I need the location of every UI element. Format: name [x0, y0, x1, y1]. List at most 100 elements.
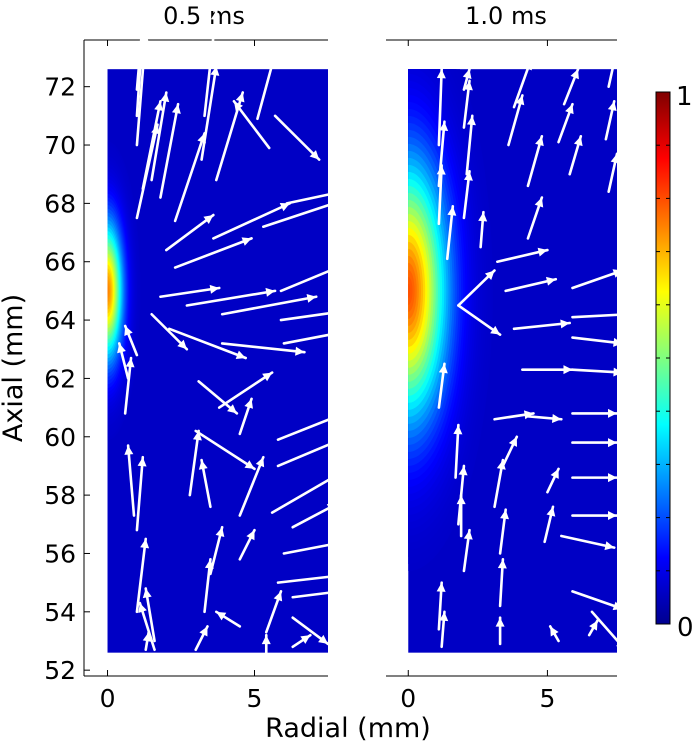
flow-arrow [453, 423, 463, 479]
y-tick-label: 52 [44, 656, 76, 685]
flow-arrow [568, 134, 583, 176]
flow-arrow [238, 455, 265, 517]
axes [386, 39, 617, 677]
axes [83, 39, 328, 677]
flow-arrow [571, 408, 619, 418]
flow-arrow [291, 588, 342, 599]
x-tick-label: 0 [400, 684, 416, 713]
flow-arrow [209, 525, 225, 576]
plot-area [408, 69, 617, 653]
flow-arrow [279, 305, 365, 322]
flow-arrow [436, 164, 446, 226]
flow-arrow [264, 590, 283, 634]
flow-arrow [135, 123, 160, 220]
flow-arrow [123, 356, 135, 415]
flow-arrow [150, 312, 189, 351]
flow-arrow [456, 493, 466, 538]
flow-arrow [198, 458, 212, 509]
y-tick-label: 56 [44, 539, 76, 568]
flow-arrow [238, 528, 256, 561]
flow-arrow [150, 91, 170, 182]
flow-arrow [465, 114, 476, 176]
flow-arrow [571, 336, 624, 347]
flow-arrow [436, 67, 446, 147]
flow-arrow [261, 633, 271, 654]
flow-arrow [232, 99, 271, 150]
flow-arrow [135, 537, 150, 614]
flow-arrow [282, 536, 362, 555]
y-tick-label: 60 [44, 423, 76, 452]
arrow-field [117, 0, 371, 654]
flow-arrow [142, 587, 156, 643]
flow-arrow [557, 102, 574, 144]
flow-arrow [571, 473, 619, 483]
flow-arrow [501, 435, 519, 468]
flow-arrow [197, 380, 239, 415]
flow-arrow [279, 260, 353, 293]
flow-arrow [571, 511, 619, 521]
y-tick-label: 68 [44, 189, 76, 218]
flow-arrow [194, 625, 209, 652]
x-tick-label: 5 [539, 684, 555, 713]
y-axis-ticks: 52 54 56 58 60 62 64 66 68 70 72 [44, 73, 90, 685]
flow-arrow [512, 59, 533, 109]
flow-arrow [238, 397, 253, 436]
field-intensity [408, 69, 493, 571]
flow-arrow [607, 152, 620, 194]
flow-arrow [200, 64, 220, 161]
colorbar-max-label: 1 [676, 82, 693, 112]
flow-arrow [117, 342, 130, 380]
flow-arrow [135, 455, 147, 532]
flow-arrow [507, 94, 525, 147]
flow-arrow [457, 269, 496, 307]
flow-arrow [571, 310, 630, 320]
flow-arrow [590, 610, 627, 652]
y-tick-label: 66 [44, 248, 76, 277]
flow-arrow [185, 287, 277, 307]
x-axis-ticks: 0 5 0 5 [100, 684, 556, 713]
flow-arrow [493, 458, 506, 509]
flow-arrow [457, 304, 502, 336]
flow-arrow [273, 114, 321, 161]
flow-arrow [188, 429, 202, 497]
flow-arrow [437, 120, 449, 188]
flow-arrow [462, 79, 473, 129]
y-tick-label: 54 [44, 598, 76, 627]
flow-arrow [167, 327, 247, 360]
flow-arrow [165, 213, 215, 252]
flow-arrow [285, 183, 371, 205]
flow-arrow [571, 438, 619, 448]
field-contour [408, 283, 411, 298]
flow-arrow [159, 102, 181, 199]
flow-arrow [526, 413, 563, 423]
flow-arrow [123, 324, 139, 357]
flow-arrow [270, 470, 344, 514]
flow-arrow [462, 67, 472, 91]
flow-arrow [512, 319, 571, 331]
flow-arrow [445, 204, 457, 261]
flow-arrow [291, 502, 339, 529]
flow-arrow [462, 169, 473, 220]
flow-arrow [560, 534, 616, 551]
y-tick-label: 72 [44, 73, 76, 102]
colorbar-min-label: 0 [677, 613, 694, 643]
field-background [107, 69, 329, 653]
flow-arrow [496, 247, 549, 264]
y-tick-label: 70 [44, 131, 76, 160]
flow-arrow [498, 508, 510, 555]
arrow-field [436, 47, 630, 652]
panel-title: 0.5 ms [163, 2, 245, 30]
flow-arrow [571, 590, 624, 611]
flow-arrow [495, 616, 505, 646]
panel-left: 0.5 ms [83, 0, 371, 677]
flow-arrow [493, 410, 535, 421]
y-tick-label: 62 [44, 364, 76, 393]
field-contour [107, 287, 109, 295]
flow-arrow [587, 619, 599, 637]
flow-arrow [135, 32, 150, 147]
flow-arrow [203, 9, 220, 118]
flow-arrow [194, 429, 256, 471]
flow-arrow [526, 196, 544, 240]
flow-arrow [282, 326, 362, 345]
flow-arrow [497, 558, 507, 608]
